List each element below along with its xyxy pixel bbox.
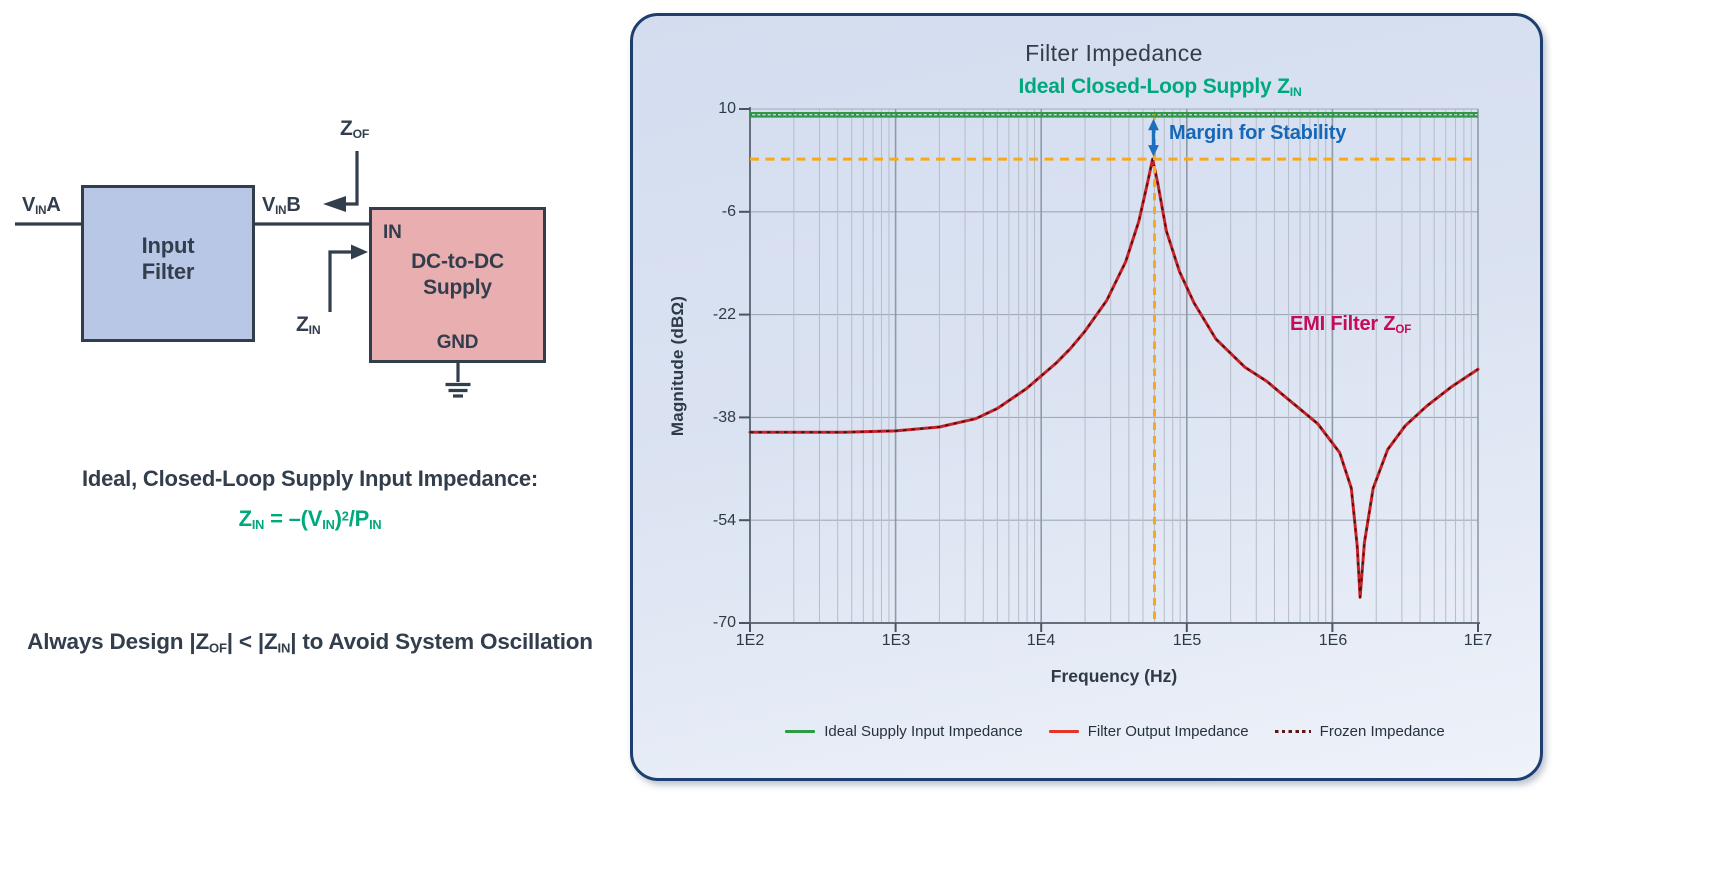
supply-pin-gnd: GND [436, 332, 479, 353]
rule-s2: IN [277, 640, 291, 656]
formula-s1: IN [251, 517, 265, 533]
input-filter-label-line1: Input [141, 233, 195, 258]
chart-title: Filter Impedance [1025, 40, 1203, 66]
design-rule-text: Always Design |ZOF| < |ZIN| to Avoid Sys… [10, 629, 610, 655]
zof-sub: OF [352, 127, 370, 142]
subtitle-text: Ideal Closed-Loop Supply Z [1018, 75, 1290, 98]
supply-label: DC-to-DC Supply [411, 249, 504, 301]
rule-p1: Always Design |Z [27, 629, 210, 654]
green-line-swatch-icon [785, 729, 816, 734]
vin-a-sub: IN [35, 203, 47, 217]
legend-item-ideal-supply: Ideal Supply Input Impedance [785, 723, 1023, 740]
chart-subtitle: Ideal Closed-Loop Supply ZIN [950, 75, 1370, 99]
rule-p3: | to Avoid System Oscillation [290, 629, 593, 654]
red-line-swatch-icon [1048, 729, 1079, 734]
legend-label: Filter Output Impedance [1087, 723, 1249, 740]
y-tick--70: -70 [712, 614, 736, 631]
input-filter-block: Input Filter [81, 185, 255, 342]
x-axis-label: Frequency (Hz) [1050, 666, 1178, 686]
net-label-vin-b: VINB [262, 194, 301, 217]
formula-p4: /P [348, 506, 370, 531]
y-tick--6: -6 [721, 203, 736, 220]
x-tick-1e6: 1E6 [1318, 632, 1348, 649]
zin-base: Z [296, 313, 309, 336]
subtitle-sub: IN [1289, 85, 1302, 100]
y-tick--38: -38 [712, 409, 736, 426]
emi-label-sub: OF [1395, 322, 1412, 336]
net-label-zin: ZIN [296, 313, 321, 338]
dotted-line-swatch-icon [1274, 729, 1311, 734]
zof-base: Z [340, 117, 353, 140]
net-label-zof: ZOF [340, 117, 369, 141]
x-tick-1e2: 1E2 [735, 632, 765, 649]
supply-label-line1: DC-to-DC [411, 250, 504, 273]
emi-filter-zof-label: EMI Filter ZOF [1290, 313, 1411, 336]
zof-arrow-lead [346, 151, 359, 206]
formula-s3: IN [369, 517, 382, 533]
y-tick--22: -22 [712, 306, 736, 323]
supply-label-line2: Supply [423, 276, 492, 299]
vin-b-sub: IN [275, 203, 287, 217]
formula-s2: IN [322, 517, 335, 533]
x-tick-1e7: 1E7 [1463, 632, 1493, 649]
formula-p1: Z [238, 506, 252, 531]
zof-arrowhead-icon [323, 196, 346, 212]
vin-a-base: V [22, 194, 36, 216]
dc-dc-supply-block: IN DC-to-DC Supply GND [369, 207, 546, 363]
formula-sup2: 2 [341, 508, 349, 524]
formula-p2: = –(V [264, 506, 323, 531]
vin-a-tail: A [46, 194, 61, 216]
zin-sub: IN [308, 323, 321, 338]
x-tick-1e4: 1E4 [1026, 632, 1056, 649]
emi-label-text: EMI Filter Z [1290, 313, 1396, 335]
y-tick--54: -54 [712, 512, 736, 529]
legend-label: Ideal Supply Input Impedance [824, 723, 1023, 740]
x-tick-1e3: 1E3 [881, 632, 911, 649]
zin-arrowhead-icon [351, 244, 368, 260]
rule-p2: | < |Z [226, 629, 278, 654]
supply-impedance-formula: ZIN = –(VIN)2/PIN [30, 506, 590, 532]
y-tick-10: 10 [718, 100, 736, 117]
input-filter-label-line2: Filter [141, 259, 195, 284]
vin-b-base: V [262, 194, 276, 216]
formula-p3: ) [334, 506, 342, 531]
supply-pin-in: IN [383, 222, 402, 243]
zin-arrow-lead [328, 250, 352, 312]
rule-s1: OF [209, 640, 227, 656]
margin-for-stability-label: Margin for Stability [1169, 122, 1347, 144]
net-label-vin-a: VINA [22, 194, 61, 217]
y-axis-label: Magnitude (dBΩ) [668, 295, 687, 437]
x-tick-1e5: 1E5 [1172, 632, 1202, 649]
legend-item-filter-output: Filter Output Impedance [1048, 723, 1249, 740]
vin-b-tail: B [286, 194, 301, 216]
equation-heading: Ideal, Closed-Loop Supply Input Impedanc… [81, 466, 539, 491]
legend-item-frozen: Frozen Impedance [1274, 723, 1445, 740]
legend-label: Frozen Impedance [1319, 723, 1445, 740]
chart-legend: Ideal Supply Input Impedance Filter Outp… [745, 723, 1485, 740]
